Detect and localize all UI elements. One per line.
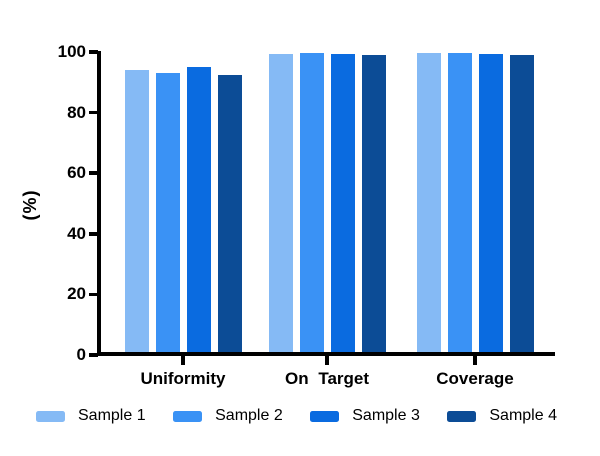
y-tick-label: 60 [67, 163, 86, 183]
category-label: On Target [284, 369, 370, 388]
legend-swatch [310, 410, 340, 422]
bar [478, 53, 503, 355]
legend-swatch [173, 410, 203, 422]
legend-swatch [447, 410, 477, 422]
legend-label: Sample 4 [489, 407, 557, 424]
y-tick-label: 20 [67, 284, 86, 304]
legend-item: Sample 2 [173, 407, 283, 425]
bar [299, 53, 324, 355]
bar-group [416, 52, 534, 355]
bar [416, 53, 441, 355]
category-label: Coverage [436, 369, 514, 388]
x-tick-mark [325, 356, 329, 365]
bar [124, 69, 149, 355]
bar [509, 54, 534, 355]
bar [268, 54, 293, 355]
y-axis-spine [97, 51, 101, 356]
y-tick-mark [89, 110, 98, 115]
legend-item: Sample 3 [310, 407, 420, 425]
y-tick-label: 100 [57, 42, 86, 61]
bar [361, 55, 386, 355]
legend-swatch [36, 410, 65, 422]
legend-label: Sample 2 [215, 407, 283, 424]
category-label: Uniformity [140, 369, 226, 388]
bar [447, 52, 472, 355]
y-tick-mark [89, 353, 98, 357]
y-tick-mark [89, 292, 98, 297]
x-tick-mark [473, 356, 477, 365]
legend-label: Sample 3 [352, 407, 420, 424]
legend-item: Sample 4 [447, 407, 557, 425]
y-tick-label: 0 [76, 345, 86, 364]
bar [186, 67, 211, 355]
bar [217, 74, 242, 355]
x-tick-mark [181, 356, 185, 365]
y-tick-mark [89, 171, 98, 175]
y-tick-label: 80 [67, 102, 86, 122]
bar [330, 54, 355, 355]
y-tick-mark [89, 50, 98, 54]
bar [155, 72, 180, 355]
x-axis-spine [97, 352, 555, 356]
bar-group [124, 67, 242, 355]
legend-item: Sample 1 [36, 407, 146, 425]
legend-label: Sample 1 [78, 407, 146, 424]
legend: Sample 1 Sample 2 Sample 3 Sample 4 [36, 407, 557, 425]
bar-group [268, 53, 386, 355]
y-tick-mark [89, 232, 98, 236]
y-tick-label: 40 [67, 223, 86, 243]
